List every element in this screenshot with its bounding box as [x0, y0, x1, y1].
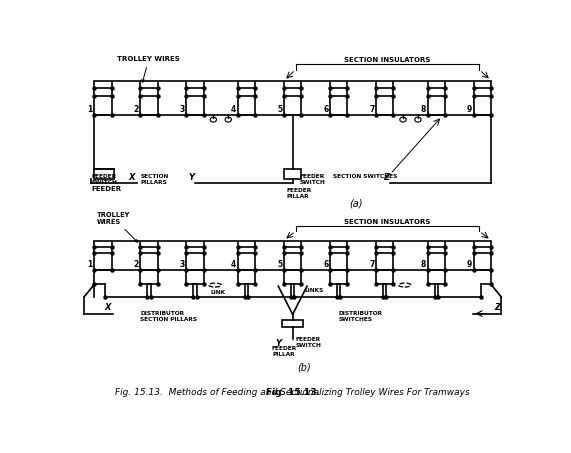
- Text: Y: Y: [188, 173, 194, 182]
- Text: SECTION INSULATORS: SECTION INSULATORS: [344, 57, 431, 63]
- Text: Fig. 15.13.: Fig. 15.13.: [266, 388, 320, 397]
- Text: 9: 9: [467, 105, 472, 114]
- Bar: [282, 320, 303, 327]
- Text: 3: 3: [179, 260, 184, 269]
- Text: 6: 6: [323, 105, 328, 114]
- Text: DISTRIBUTOR
SWITCHES: DISTRIBUTOR SWITCHES: [339, 311, 383, 322]
- Text: 1: 1: [87, 260, 93, 269]
- Text: 8: 8: [421, 105, 426, 114]
- Text: X: X: [104, 304, 111, 313]
- Text: Z: Z: [494, 304, 501, 313]
- Text: 7: 7: [369, 260, 375, 269]
- Text: 6: 6: [323, 260, 328, 269]
- Text: 2: 2: [134, 260, 139, 269]
- Text: 7: 7: [369, 105, 375, 114]
- Text: LINK: LINK: [210, 289, 226, 294]
- Text: 5: 5: [277, 105, 282, 114]
- Text: (a): (a): [349, 199, 363, 209]
- Text: SECTION SWITCHES: SECTION SWITCHES: [333, 174, 397, 179]
- Text: 9: 9: [467, 260, 472, 269]
- Text: FEEDER: FEEDER: [91, 186, 122, 192]
- Text: 1: 1: [87, 105, 93, 114]
- Text: SECTION INSULATORS: SECTION INSULATORS: [344, 219, 431, 225]
- Text: FEEDER
SWITCH: FEEDER SWITCH: [91, 174, 118, 185]
- Text: X: X: [129, 173, 135, 182]
- Text: FEEDER
SWITCH: FEEDER SWITCH: [296, 337, 321, 348]
- Text: 3: 3: [179, 105, 184, 114]
- Bar: [94, 169, 114, 178]
- Text: Y: Y: [275, 339, 282, 348]
- Text: SECTION
PILLARS: SECTION PILLARS: [140, 174, 168, 185]
- Bar: [284, 169, 301, 178]
- Text: FEEDER
PILLAR: FEEDER PILLAR: [287, 188, 312, 199]
- Text: Z: Z: [384, 173, 389, 182]
- Text: TROLLEY
WIRES: TROLLEY WIRES: [97, 212, 138, 242]
- Text: LINKS: LINKS: [304, 288, 323, 293]
- Text: 5: 5: [277, 260, 282, 269]
- Text: 8: 8: [421, 260, 426, 269]
- Text: FEEDER
SWITCH: FEEDER SWITCH: [300, 174, 325, 185]
- Text: 2: 2: [134, 105, 139, 114]
- Text: Fig. 15.13.  Methods of Feeding and Sectionalizing Trolley Wires For Tramways: Fig. 15.13. Methods of Feeding and Secti…: [115, 388, 470, 397]
- Text: TROLLEY WIRES: TROLLEY WIRES: [118, 56, 180, 82]
- Text: DISTRIBUTOR
SECTION PILLARS: DISTRIBUTOR SECTION PILLARS: [140, 311, 198, 322]
- Text: 4: 4: [231, 105, 236, 114]
- Text: FEEDER
PILLAR: FEEDER PILLAR: [271, 346, 297, 357]
- Text: (b): (b): [297, 362, 311, 372]
- Text: 4: 4: [231, 260, 236, 269]
